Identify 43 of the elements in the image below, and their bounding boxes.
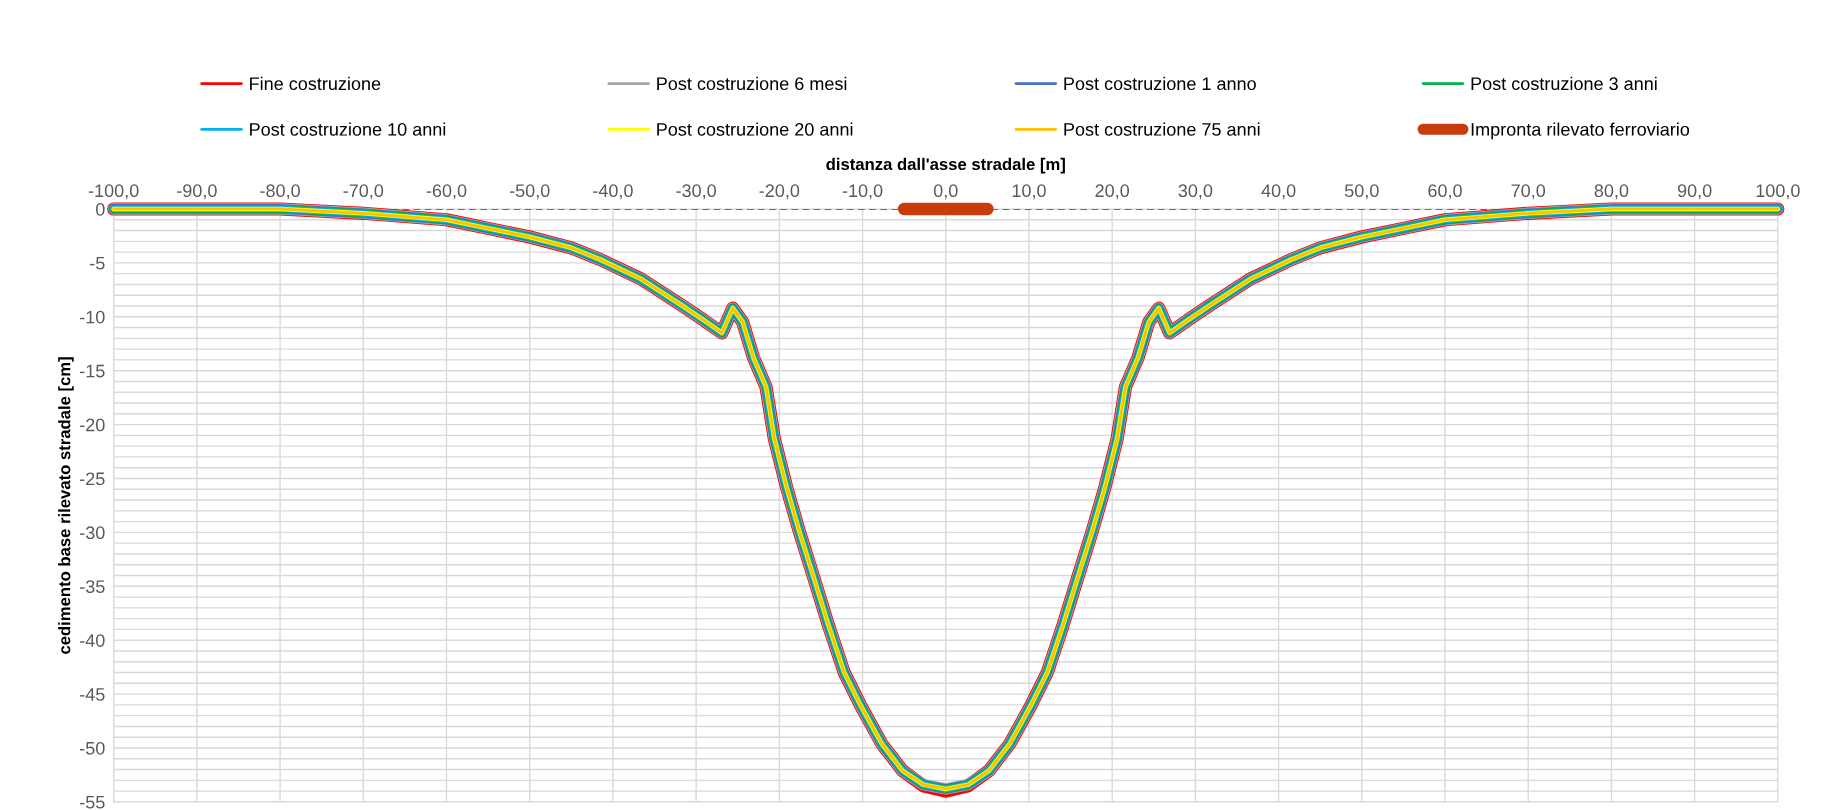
x-tick-label: 20,0 — [1095, 184, 1130, 200]
x-tick-label: 10,0 — [1012, 184, 1046, 200]
x-tick-label: 30,0 — [1178, 184, 1213, 200]
y-tick-label: -30 — [80, 526, 105, 540]
legend-label: Post costruzione 10 anni — [250, 122, 446, 136]
y-tick-label: -45 — [80, 688, 105, 701]
x-tick-label: -40,0 — [593, 184, 633, 200]
y-tick-label: -50 — [80, 741, 105, 755]
legend-label: Fine costruzione — [250, 76, 381, 91]
x-tick-label: 60,0 — [1428, 184, 1462, 200]
y-tick-label: -40 — [80, 634, 105, 647]
y-tick-label: -25 — [80, 472, 105, 486]
y-axis-title: cedimento base rilevato stradale [cm] — [58, 357, 74, 654]
x-tick-label: 100,0 — [1756, 184, 1800, 200]
legend-label: Impronta rilevato ferroviario — [1471, 122, 1690, 140]
y-tick-label: -55 — [80, 796, 105, 809]
x-tick-label: -90,0 — [177, 184, 217, 200]
x-tick-label: -80,0 — [260, 184, 300, 200]
y-tick-label: -15 — [80, 364, 105, 378]
x-tick-label: -70,0 — [343, 184, 384, 200]
y-tick-label: -20 — [80, 418, 105, 432]
x-tick-label: 80,0 — [1594, 184, 1629, 200]
x-tick-label: -30,0 — [676, 184, 716, 200]
x-tick-label: 40,0 — [1261, 184, 1296, 200]
legend-label: Post costruzione 6 mesi — [657, 76, 847, 91]
x-tick-label: -50,0 — [509, 184, 550, 200]
y-tick-label: -5 — [90, 257, 105, 270]
y-tick-label: -35 — [80, 580, 105, 594]
legend-label: Post costruzione 3 anni — [1471, 76, 1657, 91]
x-tick-label: 70,0 — [1511, 184, 1546, 200]
y-tick-label: -10 — [80, 310, 105, 324]
legend-label: Post costruzione 1 anno — [1064, 76, 1256, 91]
x-tick-label: -60,0 — [426, 184, 467, 200]
x-tick-label: 0,0 — [933, 184, 958, 200]
x-tick-label: -20,0 — [759, 184, 800, 200]
x-tick-label: -100,0 — [88, 184, 139, 200]
x-tick-label: 50,0 — [1344, 184, 1379, 200]
x-axis-title: distanza dall'asse stradale [m] — [826, 157, 1065, 174]
legend-label: Post costruzione 75 anni — [1064, 122, 1260, 136]
y-tick-label: 0 — [95, 202, 105, 216]
legend-label: Post costruzione 20 anni — [657, 122, 853, 136]
x-tick-label: 90,0 — [1677, 184, 1712, 200]
x-tick-label: -10,0 — [842, 184, 883, 200]
